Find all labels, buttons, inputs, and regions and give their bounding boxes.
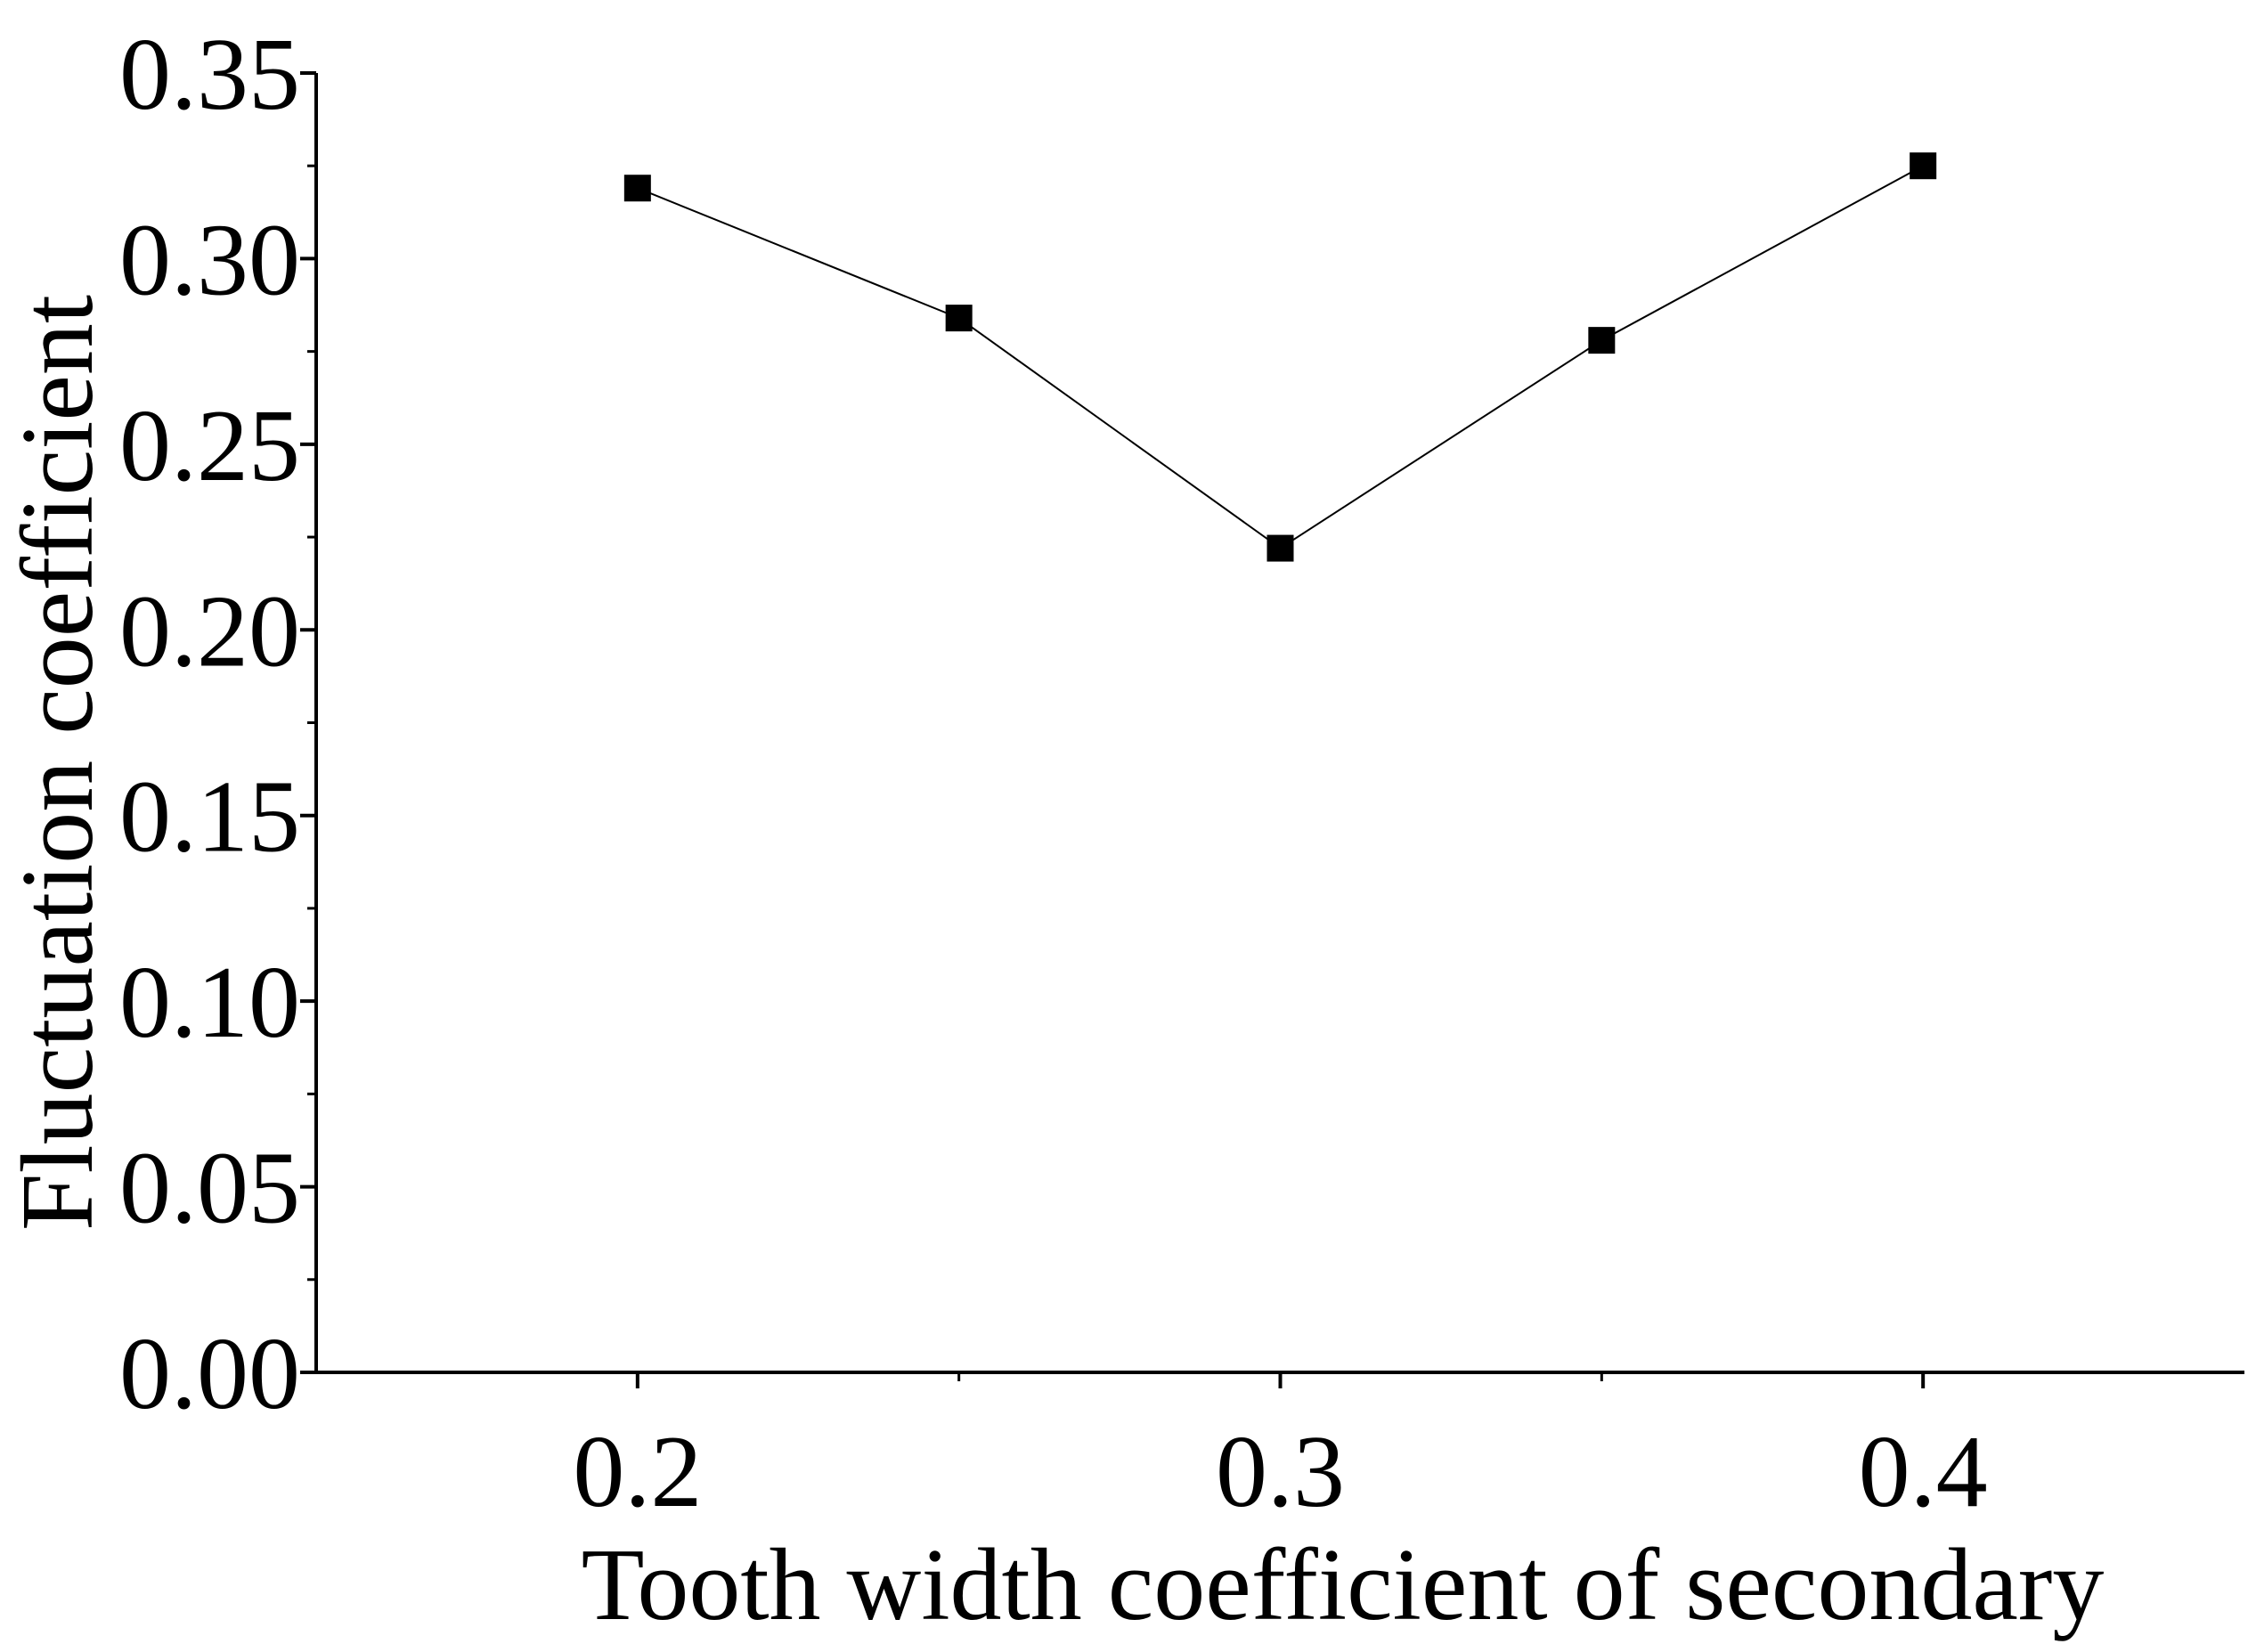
data-point-marker: [1266, 534, 1294, 562]
y-tick-label: 0.25: [119, 389, 300, 503]
data-point-marker: [1910, 152, 1937, 180]
x-axis-title: Tooth width coefficient of secondary: [582, 1528, 2105, 1642]
y-tick-label: 0.05: [119, 1132, 300, 1246]
y-tick-label: 0.20: [119, 574, 300, 688]
x-axis-ticks: 0.2 0.3 0.4: [573, 1372, 1988, 1529]
data-point-marker: [1588, 327, 1616, 354]
axes: [314, 73, 2244, 1374]
data-point-marker: [623, 175, 651, 202]
x-tick-label: 0.3: [1216, 1415, 1345, 1529]
data-series: [623, 152, 1937, 562]
data-point-marker: [945, 305, 973, 332]
x-tick-label: 0.2: [573, 1415, 702, 1529]
y-tick-label: 0.30: [119, 203, 300, 317]
y-tick-label: 0.00: [119, 1317, 300, 1431]
y-axis-ticks: 0.00 0.05 0.10 0.15 0.20 0.25 0.30 0.35: [119, 18, 316, 1431]
series-line: [637, 165, 1924, 549]
y-axis-title: Fluctuation coefficient: [1, 295, 115, 1231]
y-tick-label: 0.35: [119, 18, 300, 132]
y-tick-label: 0.10: [119, 946, 300, 1060]
x-tick-label: 0.4: [1859, 1415, 1988, 1529]
y-tick-label: 0.15: [119, 761, 300, 875]
